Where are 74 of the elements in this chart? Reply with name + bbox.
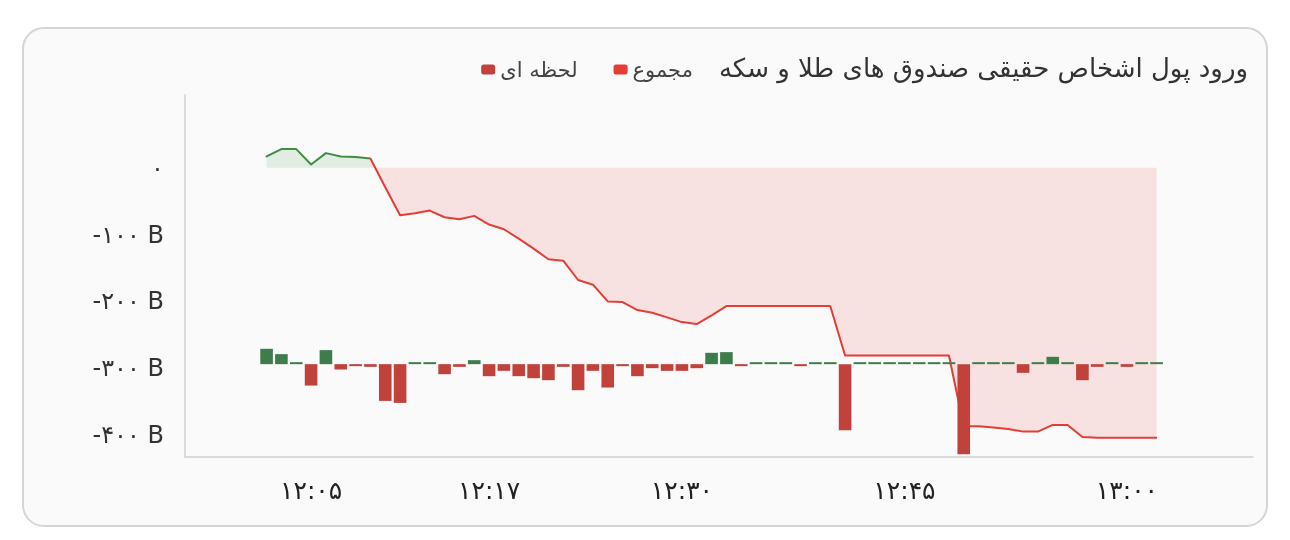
bar <box>616 364 629 367</box>
bar <box>734 364 748 367</box>
bar <box>319 350 333 365</box>
bar <box>1031 362 1045 365</box>
y-tick-label: -۱۰۰ B <box>92 220 164 249</box>
bar <box>749 362 763 365</box>
bar <box>393 364 407 403</box>
bar <box>364 364 377 367</box>
y-tick-label: -۳۰۰ B <box>92 354 164 383</box>
bar <box>349 364 362 367</box>
bar <box>1016 364 1030 373</box>
bar <box>512 364 526 377</box>
bar <box>853 362 867 365</box>
bar <box>1150 362 1163 365</box>
bar <box>408 362 422 365</box>
bar <box>378 364 392 401</box>
y-tick-label: ۰ <box>151 153 164 182</box>
bar <box>1076 364 1089 381</box>
bar <box>645 364 659 369</box>
bar <box>1120 364 1134 367</box>
bar <box>883 362 896 365</box>
x-tick-label: ۱۲:۳۰ <box>650 476 713 505</box>
legend-label: لحظه ای <box>500 57 578 82</box>
y-tick-label: -۲۰۰ B <box>92 287 164 316</box>
bar <box>467 360 481 365</box>
bar <box>764 362 778 365</box>
bar <box>497 364 511 371</box>
bar <box>556 364 570 367</box>
bar <box>823 362 837 365</box>
bar <box>260 348 273 365</box>
bar <box>289 362 303 365</box>
x-tick-label: ۱۳:۰۰ <box>1095 476 1158 505</box>
bar <box>438 364 451 375</box>
bar <box>1001 362 1015 365</box>
x-tick-label: ۱۲:۴۵ <box>873 476 936 505</box>
legend-label: مجموع <box>632 57 693 82</box>
bar <box>601 364 615 388</box>
bar <box>631 364 644 377</box>
bar <box>779 362 793 365</box>
bar <box>690 364 704 369</box>
bar <box>838 364 852 431</box>
bar <box>957 364 971 455</box>
bar <box>809 362 822 365</box>
bar <box>868 362 882 365</box>
bar <box>912 362 926 365</box>
bar <box>972 362 985 365</box>
bar <box>1046 356 1060 365</box>
bar <box>527 364 540 379</box>
bar <box>942 362 956 365</box>
y-tick-label: -۴۰۰ B <box>92 420 164 449</box>
bar <box>275 354 288 365</box>
bar <box>720 352 733 365</box>
bar <box>927 362 941 365</box>
bar <box>898 362 911 365</box>
bar <box>304 364 318 386</box>
bar <box>334 364 348 370</box>
x-tick-label: ۱۲:۱۷ <box>458 476 521 505</box>
bar <box>1061 362 1074 365</box>
bar <box>586 364 600 371</box>
bar <box>423 362 437 365</box>
bar <box>482 364 496 377</box>
bar <box>542 364 555 381</box>
bar <box>453 364 466 367</box>
bar <box>571 364 585 391</box>
x-tick-label: ۱۲:۰۵ <box>280 476 343 505</box>
bar <box>1090 364 1104 367</box>
bar <box>987 362 1000 365</box>
bar <box>705 352 718 365</box>
bar <box>1135 362 1149 365</box>
chart-title: ورود پول اشخاص حقیقی صندوق های طلا و سکه <box>718 53 1248 84</box>
bar <box>794 364 807 367</box>
bar <box>1105 362 1119 365</box>
bar <box>660 364 674 371</box>
bar <box>675 364 689 371</box>
